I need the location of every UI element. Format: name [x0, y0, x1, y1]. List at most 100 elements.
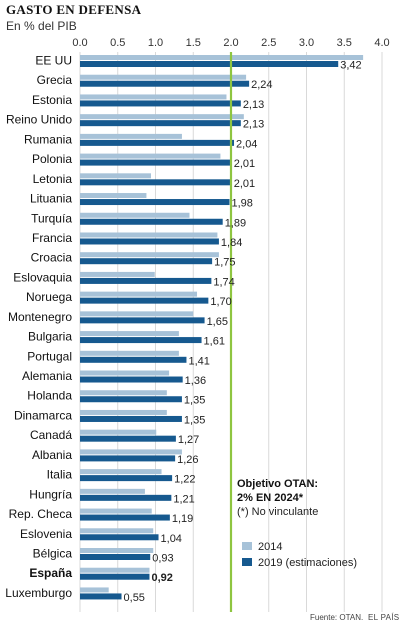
bar-2014: [80, 508, 152, 514]
bar-2019: [80, 120, 241, 127]
category-label: Polonia: [32, 152, 72, 166]
category-label: Bulgaria: [28, 330, 72, 344]
bar-2019: [80, 317, 205, 324]
category-label: Reino Unido: [6, 113, 72, 127]
x-tick-label: 1.5: [186, 37, 201, 49]
category-label: EE UU: [35, 54, 72, 68]
bar-2014: [80, 488, 145, 494]
x-axis-ticks: 0.0 0.5 1.0 1.5 2.0 2.5 3.0 3.5 4.0: [72, 37, 389, 49]
category-label: Croacia: [31, 251, 73, 265]
x-tick-label: 2.0: [223, 37, 238, 49]
category-label: Bélgica: [33, 547, 73, 561]
value-label: 1,75: [214, 257, 235, 269]
value-label: 1,26: [177, 454, 198, 466]
bar-2014: [80, 350, 179, 356]
bar-2014: [80, 212, 190, 218]
category-label: Luxemburgo: [5, 586, 72, 600]
chart-subtitle: En % del PIB: [6, 19, 77, 33]
x-tick-label: 3.0: [299, 37, 314, 49]
category-label: Holanda: [27, 389, 72, 403]
value-label: 1,98: [231, 198, 252, 210]
value-label: 2,01: [234, 158, 255, 170]
category-label: Letonia: [33, 172, 73, 186]
bar-2014: [80, 173, 151, 179]
bars: [80, 55, 364, 600]
value-label: 1,70: [210, 296, 231, 308]
bar-2014: [80, 74, 247, 80]
value-label: 0,93: [152, 553, 173, 565]
bar-2014: [80, 94, 227, 100]
bar-2014: [80, 153, 221, 159]
value-label: 1,89: [225, 217, 246, 229]
value-label: 1,35: [184, 395, 205, 407]
category-label: Estonia: [32, 93, 72, 107]
publisher-brand: EL PAÍS: [368, 613, 400, 622]
bar-2014: [80, 429, 157, 435]
value-label: 1,19: [172, 513, 193, 525]
bar-2014: [80, 390, 167, 396]
value-label: 2,01: [234, 178, 255, 190]
bar-2019: [80, 139, 235, 146]
bar-2019: [80, 593, 122, 600]
value-label: 2,04: [236, 138, 257, 150]
value-label: 1,35: [184, 414, 205, 426]
bar-2014: [80, 331, 179, 337]
value-label: 0,92: [151, 572, 172, 584]
category-label: Francia: [32, 231, 72, 245]
bar-2014: [80, 587, 109, 593]
value-label: 1,84: [221, 237, 242, 249]
bar-2019: [80, 554, 151, 560]
bar-2019: [80, 534, 159, 541]
category-label: Canadá: [30, 428, 72, 442]
annotation-line-1: Objetivo OTAN:: [237, 478, 318, 490]
bar-2019: [80, 396, 182, 403]
bar-2019: [80, 514, 170, 521]
value-label: 1,41: [188, 355, 209, 367]
bar-2014: [80, 232, 218, 238]
bar-2019: [80, 435, 176, 442]
category-label: Eslovenia: [20, 527, 72, 541]
category-label: Lituania: [30, 192, 72, 206]
bar-2019: [80, 337, 202, 344]
bar-2019: [80, 376, 183, 383]
legend-swatch-2019: [242, 558, 252, 566]
bar-2014: [80, 567, 150, 573]
legend-label-2019: 2019 (estimaciones): [258, 557, 357, 569]
x-tick-label: 0.0: [72, 37, 87, 49]
bar-2019: [80, 80, 250, 87]
value-labels: 3,42 2,24 2,13 2,13 2,04 2,01 2,01 1,98 1,89 1,84…: [124, 60, 362, 604]
chart-title: GASTO EN DEFENSA: [6, 2, 142, 17]
category-label: Dinamarca: [14, 408, 72, 422]
bar-2019: [80, 494, 172, 501]
x-tick-label: 2.5: [261, 37, 276, 49]
bar-2019: [80, 297, 209, 304]
value-label: 1,21: [173, 493, 194, 505]
category-label: Italia: [47, 468, 73, 482]
bar-2019: [80, 238, 219, 245]
value-label: 2,24: [251, 79, 272, 91]
source-note: Fuente: OTAN.: [310, 613, 364, 622]
bar-2014: [80, 193, 147, 199]
bar-2014: [80, 55, 364, 60]
category-label: Turquía: [31, 211, 72, 225]
bar-2019: [80, 199, 230, 206]
x-tick-label: 4.0: [374, 37, 389, 49]
bar-2019: [80, 258, 213, 265]
category-labels: EE UU Grecia Estonia Reino Unido Rumania Polo…: [5, 54, 72, 600]
bar-2014: [80, 114, 244, 120]
bar-2019: [80, 475, 173, 482]
bar-2014: [80, 409, 167, 415]
category-label: Albania: [32, 448, 72, 462]
bar-2014: [80, 133, 182, 139]
bar-2019: [80, 100, 241, 107]
bar-2014: [80, 311, 194, 317]
bar-2019: [80, 218, 223, 225]
bar-2019: [80, 415, 182, 422]
legend: 2014 2019 (estimaciones): [242, 541, 357, 569]
value-label: 1,22: [174, 474, 195, 486]
category-label: Rumania: [24, 132, 72, 146]
bar-2014: [80, 291, 198, 297]
bar-2019: [80, 573, 150, 580]
value-label: 2,13: [243, 99, 264, 111]
value-label: 1,65: [207, 316, 228, 328]
